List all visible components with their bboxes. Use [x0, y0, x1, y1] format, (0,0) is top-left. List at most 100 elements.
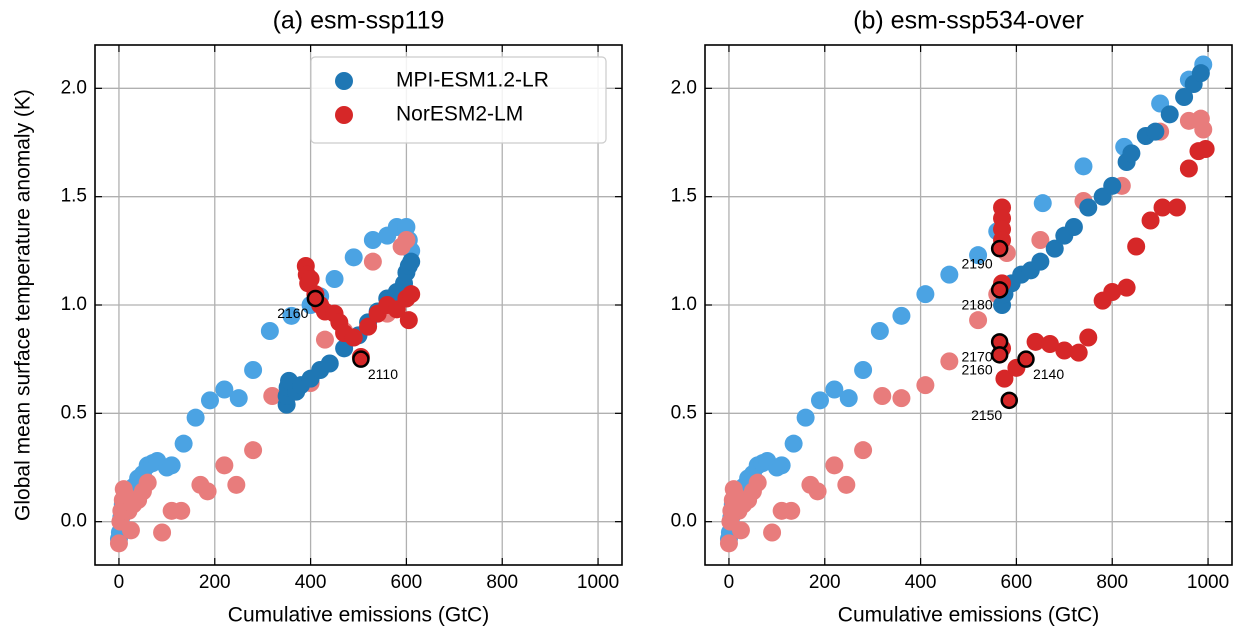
- data-point: [1045, 239, 1064, 258]
- data-point: [301, 270, 320, 288]
- data-point: [825, 380, 844, 399]
- data-point: [174, 434, 193, 453]
- data-point: [320, 354, 339, 373]
- axes-frame: [704, 44, 1233, 566]
- x-tick-label: 200: [199, 572, 231, 593]
- data-point: [227, 475, 246, 494]
- data-point: [969, 311, 988, 330]
- legend-label: NorESM2-LM: [396, 103, 523, 126]
- data-point: [263, 387, 282, 405]
- x-tick-label: 600: [391, 572, 423, 593]
- data-point: [1074, 157, 1093, 176]
- highlight-point: [990, 346, 1009, 364]
- x-tick-label: 1000: [577, 572, 619, 593]
- annotation-label: 2190: [961, 255, 992, 271]
- data-point: [719, 534, 738, 553]
- x-tick-label: 400: [905, 572, 937, 593]
- data-point: [315, 330, 334, 349]
- data-point: [969, 246, 988, 265]
- x-tick-label: 600: [1001, 572, 1033, 593]
- data-point: [1179, 159, 1198, 178]
- data-point: [1117, 278, 1136, 297]
- data-point: [808, 482, 827, 501]
- data-point: [1146, 122, 1165, 141]
- panel-title: (a) esm-ssp119: [273, 7, 445, 35]
- annotation-label: 2150: [971, 407, 1002, 423]
- data-point: [402, 285, 421, 304]
- data-point: [837, 475, 856, 494]
- annotation-label: 2110: [368, 366, 398, 382]
- data-point: [397, 231, 416, 249]
- data-point: [1069, 343, 1088, 362]
- data-point: [1079, 198, 1098, 217]
- y-tick-label: 0.0: [671, 511, 697, 532]
- data-point: [172, 501, 191, 520]
- data-point: [1055, 341, 1074, 360]
- data-point: [399, 311, 418, 330]
- data-point: [244, 441, 263, 460]
- data-point: [854, 441, 873, 460]
- data-point: [244, 361, 263, 379]
- panel: (a) esm-ssp119 Cumulative emissions (GtC)…: [12, 7, 623, 627]
- data-point: [940, 352, 959, 371]
- axes-frame: [94, 44, 623, 566]
- data-point: [229, 389, 248, 408]
- data-point: [763, 523, 782, 542]
- data-point: [344, 328, 363, 347]
- y-tick-label: 2.0: [61, 77, 87, 98]
- data-point: [162, 456, 181, 475]
- data-point: [1064, 218, 1083, 236]
- legend-box: [310, 56, 607, 144]
- x-tick-label: 0: [724, 572, 735, 593]
- data-point: [1141, 211, 1160, 230]
- highlight-point: [306, 289, 325, 308]
- data-point: [1196, 140, 1215, 158]
- data-point: [363, 231, 382, 249]
- data-point: [731, 521, 750, 540]
- data-point: [344, 248, 363, 267]
- data-point: [138, 473, 157, 492]
- annotation-label: 2170: [961, 349, 992, 365]
- y-tick-label: 0.5: [61, 402, 87, 423]
- data-point: [825, 456, 844, 475]
- legend-label: MPI-ESM1.2-LR: [396, 69, 549, 92]
- y-tick-label: 1.0: [61, 294, 87, 315]
- highlight-point: [990, 239, 1009, 258]
- data-point: [870, 322, 889, 340]
- data-point: [186, 408, 205, 427]
- data-point: [363, 252, 382, 271]
- data-point: [1079, 328, 1098, 347]
- data-point: [1194, 120, 1213, 139]
- legend-marker: [335, 72, 353, 90]
- highlight-point: [1017, 350, 1035, 368]
- data-point: [1153, 198, 1172, 217]
- annotation-label: 2140: [1033, 366, 1064, 382]
- y-tick-label: 0.5: [671, 402, 697, 423]
- data-point: [1040, 335, 1059, 353]
- x-tick-label: 400: [295, 572, 327, 593]
- highlight-point: [990, 281, 1009, 299]
- highlight-point: [352, 350, 370, 368]
- data-point: [854, 361, 873, 379]
- data-point: [1103, 283, 1122, 301]
- data-point: [1191, 64, 1210, 83]
- x-tick-label: 800: [486, 572, 518, 593]
- data-point: [916, 285, 935, 304]
- data-point: [916, 376, 935, 395]
- data-point: [995, 369, 1014, 388]
- data-point: [1175, 88, 1194, 106]
- x-tick-label: 800: [1096, 572, 1128, 593]
- data-point: [782, 501, 801, 520]
- data-point: [784, 434, 803, 453]
- data-point: [215, 456, 234, 475]
- y-axis-label: Global mean surface temperature anomaly …: [12, 89, 35, 521]
- data-point: [282, 306, 301, 325]
- data-point: [796, 408, 815, 427]
- panel: (b) esm-ssp534-over Cumulative emissions …: [671, 7, 1233, 627]
- x-axis-label: Cumulative emissions (GtC): [228, 604, 489, 627]
- x-tick-label: 200: [809, 572, 841, 593]
- data-point: [1103, 176, 1122, 195]
- y-tick-label: 1.0: [671, 294, 697, 315]
- x-tick-label: 0: [114, 572, 125, 593]
